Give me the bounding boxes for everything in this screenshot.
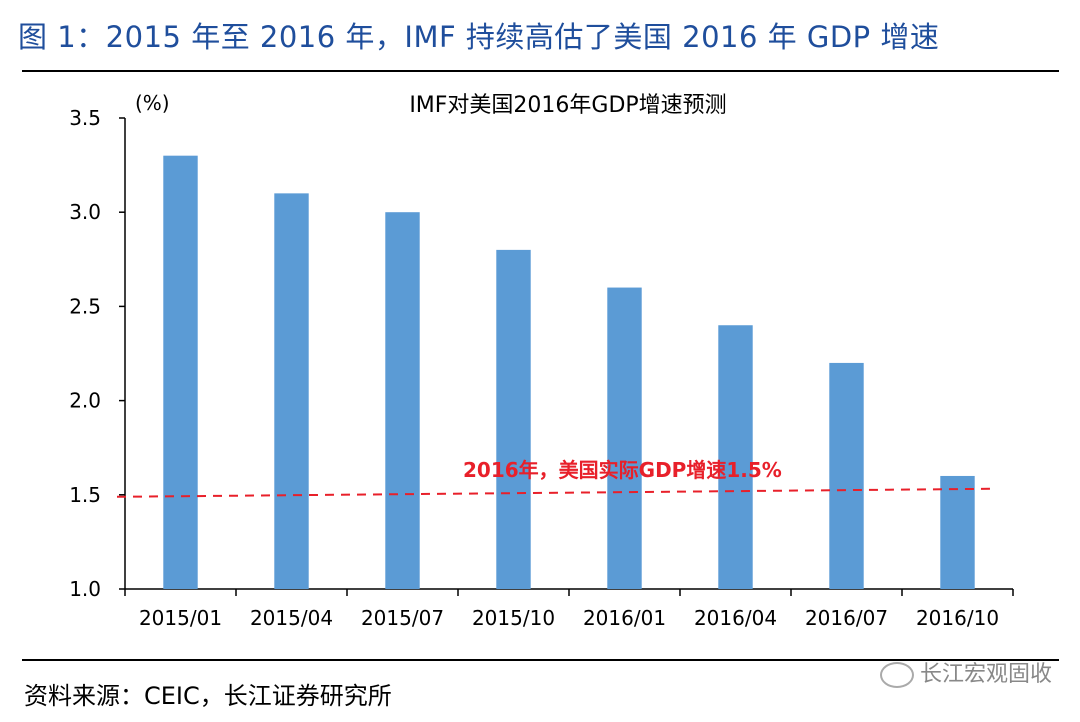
x-tick-label: 2015/07 [361, 606, 444, 630]
bar-2016-04 [718, 325, 753, 589]
x-axis: 2015/01 2015/04 2015/07 2015/10 2016/01 2016/… [124, 588, 1014, 630]
bar-chart: IMF对美国2016年GDP增速预测 (%) 1.0 1.5 2.0 2.5 3.0 3.… [69, 91, 1014, 630]
bar-series [163, 155, 975, 590]
watermark: 长江宏观固收 [879, 656, 1052, 688]
figure-title: 图 1：2015 年至 2016 年，IMF 持续高估了美国 2016 年 GD… [18, 20, 940, 54]
x-tick-label: 2016/10 [916, 606, 999, 630]
bar-2016-01 [607, 287, 642, 589]
x-tick-label: 2016/01 [583, 606, 666, 630]
x-tick-label: 2015/04 [250, 606, 333, 630]
y-tick-label: 1.0 [69, 577, 101, 601]
watermark-text: 长江宏观固收 [919, 662, 1052, 687]
reference-line [116, 487, 991, 498]
x-tick-label: 2016/07 [805, 606, 888, 630]
bar-2015-01 [163, 155, 198, 589]
x-tick-label: 2016/04 [694, 606, 777, 630]
source-note: 资料来源：CEIC，长江证券研究所 [24, 682, 392, 710]
bar-2016-10 [940, 475, 975, 589]
bar-2015-10 [496, 249, 531, 589]
chart-title: IMF对美国2016年GDP增速预测 [409, 93, 726, 118]
y-tick-label: 3.0 [69, 200, 101, 224]
reference-line-group: 2016年，美国实际GDP增速1.5% [116, 458, 991, 498]
y-tick-label: 2.5 [69, 294, 101, 318]
y-axis: 1.0 1.5 2.0 2.5 3.0 3.5 [69, 106, 126, 601]
bottom-divider [22, 659, 1059, 661]
y-tick-label: 1.5 [69, 483, 101, 507]
x-tick-label: 2015/10 [472, 606, 555, 630]
y-tick-label: 3.5 [69, 106, 101, 130]
bar-2015-04 [274, 193, 309, 590]
bar-2015-07 [385, 212, 420, 589]
y-axis-unit-label: (%) [135, 91, 170, 115]
bar-2016-07 [829, 362, 864, 589]
wechat-icon [879, 662, 914, 688]
top-divider [22, 70, 1059, 72]
y-tick-label: 2.0 [69, 389, 101, 413]
reference-line-label: 2016年，美国实际GDP增速1.5% [463, 458, 782, 482]
x-tick-label: 2015/01 [139, 606, 222, 630]
